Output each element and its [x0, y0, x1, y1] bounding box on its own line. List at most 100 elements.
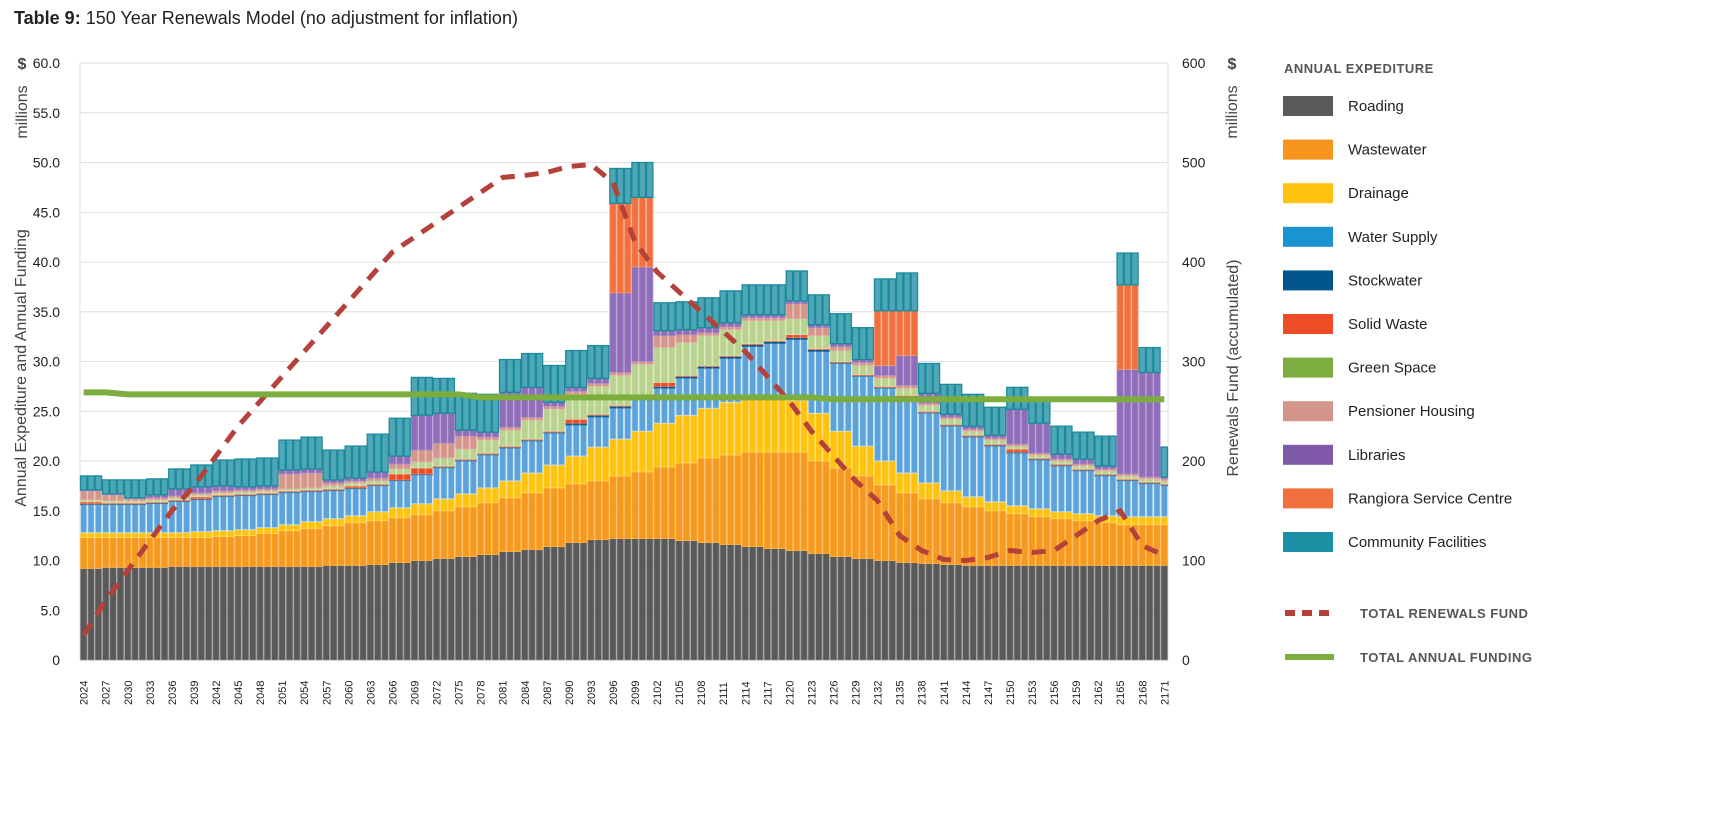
bar-segment-roading [469, 556, 477, 661]
bar-segment-drainage [249, 529, 257, 537]
bar-segment-community-facilities [182, 468, 191, 490]
bar-segment-drainage [366, 511, 374, 522]
bar-segment-pensioner-housing [477, 436, 485, 441]
bar-segment-community-facilities [969, 393, 978, 427]
bar-segment-pensioner-housing [712, 332, 720, 337]
bar-segment-wastewater [543, 487, 551, 547]
bar-segment-libraries [484, 431, 492, 438]
bar-segment-roading [829, 556, 838, 661]
bar-segment-wastewater [734, 454, 742, 545]
bar-segment-roading [1138, 565, 1146, 661]
x-tick-label: 2114 [740, 681, 752, 705]
bar-segment-green-space [910, 387, 918, 396]
bar-segment-roading [888, 560, 896, 661]
bar-segment-drainage [1050, 511, 1058, 520]
bar-segment-community-facilities [506, 358, 514, 393]
bar-segment-green-space [1021, 445, 1029, 450]
bar-segment-wastewater [969, 506, 977, 566]
bar-segment-community-facilities [1153, 346, 1161, 374]
bar-segment-roading [168, 566, 176, 661]
bar-segment-libraries [366, 471, 374, 479]
bar-segment-roading [1013, 565, 1021, 661]
bar-segment-roading [197, 566, 205, 661]
bar-segment-water-supply [396, 480, 404, 509]
bar-segment-drainage [403, 507, 411, 519]
bar-segment-community-facilities [520, 352, 529, 389]
bar-segment-drainage [410, 503, 419, 516]
bar-segment-roading [631, 538, 639, 661]
bar-segment-roading [432, 558, 441, 661]
bar-segment-roading [455, 556, 463, 661]
bar-segment-libraries [1146, 372, 1154, 478]
bar-segment-water-supply [1057, 465, 1065, 513]
bar-segment-wastewater [102, 537, 110, 568]
bar-segment-roading [1146, 565, 1154, 661]
bar-segment-wastewater [749, 451, 757, 547]
bar-segment-drainage [116, 532, 125, 539]
bar-segment-community-facilities [785, 270, 794, 302]
bar-segment-water-supply [102, 504, 110, 534]
bar-segment-pensioner-housing [469, 435, 477, 450]
bar-segment-water-supply [293, 492, 301, 526]
bar-segment-drainage [263, 527, 272, 535]
x-tick-label: 2159 [1071, 681, 1083, 705]
bar-segment-rangiora-service-centre [874, 310, 882, 366]
bar-segment-community-facilities [903, 272, 911, 312]
bar-segment-pensioner-housing [87, 490, 95, 501]
bar-segment-pensioner-housing [800, 303, 808, 320]
bar-segment-pensioner-housing [322, 482, 330, 487]
x-tick-label: 2150 [1005, 681, 1017, 705]
bar-segment-rangiora-service-centre [881, 310, 889, 366]
bar-segment-water-supply [418, 474, 426, 505]
bar-segment-water-supply [616, 407, 624, 440]
bar-segment-pensioner-housing [418, 449, 426, 463]
bar-segment-drainage [712, 407, 720, 459]
bar-segment-community-facilities [190, 464, 198, 488]
bar-segment-drainage [300, 521, 308, 530]
bar-segment-pensioner-housing [697, 332, 705, 337]
bar-segment-water-supply [1160, 485, 1168, 518]
bar-segment-drainage [969, 496, 977, 508]
bar-segment-rangiora-service-centre [910, 310, 918, 356]
bar-segment-water-supply [388, 480, 397, 509]
bar-segment-green-space [734, 329, 742, 356]
bar-segment-roading [763, 548, 771, 661]
bar-segment-roading [646, 538, 654, 661]
bar-segment-drainage [352, 515, 360, 524]
bar-segment-solid-waste [668, 381, 676, 387]
bar-segment-community-facilities [807, 294, 816, 326]
bar-segment-wastewater [1138, 524, 1146, 566]
bar-segment-water-supply [116, 504, 125, 534]
bar-segment-drainage [675, 414, 683, 464]
bar-segment-community-facilities [300, 436, 309, 470]
bar-segment-roading [756, 546, 764, 661]
bar-segment-water-supply [131, 504, 139, 534]
bar-segment-water-supply [535, 440, 544, 474]
bar-segment-water-supply [190, 499, 198, 533]
bar-segment-roading [550, 546, 558, 661]
bar-segment-water-supply [477, 454, 485, 489]
bar-segment-water-supply [631, 398, 639, 432]
bar-segment-community-facilities [719, 290, 728, 324]
x-tick-label: 2063 [365, 681, 377, 705]
bar-segment-roading [793, 550, 801, 661]
bar-segment-drainage [660, 422, 669, 468]
bar-segment-solid-waste [579, 418, 588, 424]
x-tick-label: 2135 [895, 681, 907, 705]
y2-tick-label: 0 [1182, 652, 1190, 668]
bar-segment-drainage [513, 480, 521, 499]
bar-segment-pensioner-housing [330, 482, 338, 487]
bar-segment-libraries [1028, 422, 1036, 454]
annual-funding-line [83, 389, 1165, 403]
bar-segment-roading [219, 566, 227, 661]
bar-segment-community-facilities [704, 297, 713, 329]
y-tick-label: 40.0 [33, 254, 60, 270]
bar-segment-water-supply [138, 504, 147, 534]
bar-segment-pensioner-housing [557, 405, 566, 410]
bar-segment-roading [491, 554, 499, 661]
bar-segment-wastewater [293, 530, 301, 567]
bar-segment-water-supply [491, 454, 499, 489]
x-tick-label: 2168 [1137, 681, 1149, 705]
bar-segment-wastewater [513, 497, 521, 552]
bar-segment-community-facilities [146, 478, 154, 496]
